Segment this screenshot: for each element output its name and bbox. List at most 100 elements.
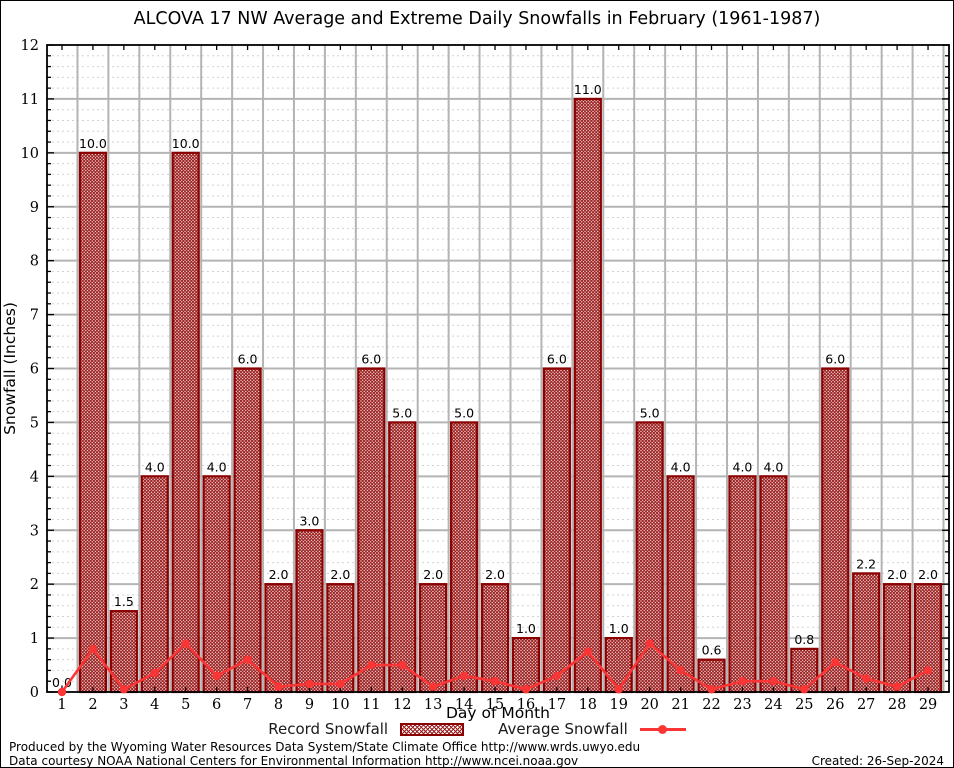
record-value-label: 0.6 <box>702 643 722 658</box>
record-value-label: 2.0 <box>330 567 350 582</box>
record-snowfall-swatch-icon <box>400 722 465 736</box>
x-axis-tick-label: 27 <box>857 697 875 713</box>
y-axis-tick-label: 6 <box>30 362 39 378</box>
record-value-label: 11.0 <box>574 82 602 97</box>
record-bar-day-6 <box>202 475 231 694</box>
average-marker-day-28 <box>892 682 902 691</box>
record-bar-day-23 <box>728 475 757 694</box>
average-marker-day-1 <box>57 687 67 697</box>
x-axis-tick-label: 15 <box>486 697 504 713</box>
record-bar-day-27 <box>852 572 881 694</box>
record-bar-day-24 <box>759 475 788 694</box>
x-axis-tick-label: 16 <box>517 697 535 713</box>
record-value-label: 4.0 <box>671 459 691 474</box>
record-value-label: 2.0 <box>423 567 443 582</box>
record-bar-day-7 <box>233 367 262 694</box>
average-marker-day-4 <box>150 668 159 678</box>
y-axis-tick-label: 4 <box>30 469 39 485</box>
average-marker-day-26 <box>831 658 840 667</box>
x-axis-tick-label: 19 <box>610 697 628 713</box>
y-axis-tick-label: 12 <box>21 38 39 54</box>
x-axis-tick-label: 8 <box>274 697 283 713</box>
y-axis-tick-label: 2 <box>30 577 39 593</box>
average-snowfall-marker-icon <box>657 724 667 734</box>
average-marker-day-8 <box>274 682 283 691</box>
x-axis-tick-label: 9 <box>305 697 314 713</box>
record-bar-day-19 <box>604 636 633 694</box>
footer-created: Created: 26-Sep-2024 <box>811 754 944 768</box>
x-axis-tick-label: 13 <box>424 697 442 713</box>
average-marker-day-25 <box>800 685 809 694</box>
average-marker-day-19 <box>614 685 623 694</box>
y-axis-tick-label: 3 <box>30 523 39 539</box>
legend-average-item: Average Snowfall <box>498 720 686 738</box>
average-marker-day-27 <box>861 674 871 683</box>
x-axis-tick-label: 2 <box>88 697 97 713</box>
record-value-label: 1.0 <box>609 621 629 636</box>
footer-produced: Produced by the Wyoming Water Resources … <box>9 740 641 754</box>
x-axis-tick-label: 3 <box>119 697 128 713</box>
legend-record-label: Record Snowfall <box>268 720 389 738</box>
x-axis-tick-label: 5 <box>181 697 190 713</box>
average-marker-day-11 <box>367 660 376 670</box>
record-value-label: 2.0 <box>269 567 289 582</box>
x-axis-tick-label: 21 <box>671 697 689 713</box>
record-bar-day-4 <box>140 475 169 694</box>
average-marker-day-9 <box>305 679 314 689</box>
average-marker-day-6 <box>212 671 221 681</box>
x-axis-tick-label: 25 <box>795 697 813 713</box>
record-value-label: 4.0 <box>763 459 783 474</box>
x-axis-tick-label: 7 <box>243 697 252 713</box>
record-bar-day-12 <box>388 421 417 694</box>
record-value-label: 2.2 <box>856 556 876 571</box>
y-axis-tick-label: 5 <box>30 415 39 431</box>
average-marker-day-18 <box>583 647 593 656</box>
record-value-label: 1.5 <box>114 594 134 609</box>
x-axis-tick-label: 17 <box>548 697 566 713</box>
record-bar-day-28 <box>883 583 912 694</box>
record-bar-day-5 <box>171 151 200 694</box>
y-axis-tick-label: 1 <box>30 631 39 647</box>
record-value-label: 10.0 <box>79 136 107 151</box>
record-value-label: 2.0 <box>887 567 907 582</box>
y-axis-tick-label: 7 <box>30 308 39 324</box>
x-axis-tick-label: 23 <box>733 697 751 713</box>
x-axis-tick-label: 24 <box>764 697 782 713</box>
record-value-label: 10.0 <box>172 136 200 151</box>
x-axis-tick-label: 12 <box>393 697 411 713</box>
average-snowfall-line-icon <box>639 724 686 734</box>
y-axis-tick-label: 8 <box>30 254 39 270</box>
record-value-label: 6.0 <box>361 352 381 367</box>
record-value-label: 5.0 <box>392 405 412 420</box>
average-marker-day-7 <box>243 655 252 664</box>
x-axis-tick-label: 18 <box>579 697 597 713</box>
x-axis-tick-label: 22 <box>702 697 720 713</box>
average-marker-day-23 <box>738 677 747 686</box>
record-bar-day-13 <box>419 583 448 694</box>
x-axis-tick-label: 26 <box>826 697 844 713</box>
record-bar-day-2 <box>78 151 108 694</box>
record-value-label: 2.0 <box>918 567 938 582</box>
record-value-label: 0.8 <box>794 632 814 647</box>
record-value-label: 3.0 <box>299 513 319 528</box>
record-value-label: 6.0 <box>547 352 567 367</box>
average-marker-day-14 <box>459 671 469 681</box>
y-axis-tick-label: 10 <box>21 146 39 162</box>
legend-average-label: Average Snowfall <box>498 720 628 738</box>
record-bar-day-8 <box>264 583 293 694</box>
record-value-label: 2.0 <box>485 567 505 582</box>
record-bar-day-3 <box>109 610 138 694</box>
average-marker-day-22 <box>707 685 716 694</box>
record-value-label: 1.0 <box>516 621 536 636</box>
footer-courtesy: Data courtesy NOAA National Centers for … <box>9 754 579 768</box>
x-axis-tick-label: 4 <box>150 697 159 713</box>
x-axis-tick-label: 1 <box>57 697 66 713</box>
y-axis-title: Snowfall (Inches) <box>1 302 19 435</box>
record-bar-day-11 <box>357 367 386 694</box>
x-axis-tick-label: 29 <box>919 697 937 713</box>
record-bar-day-10 <box>326 583 355 694</box>
average-marker-day-21 <box>676 666 685 675</box>
record-bar-day-14 <box>449 421 479 694</box>
